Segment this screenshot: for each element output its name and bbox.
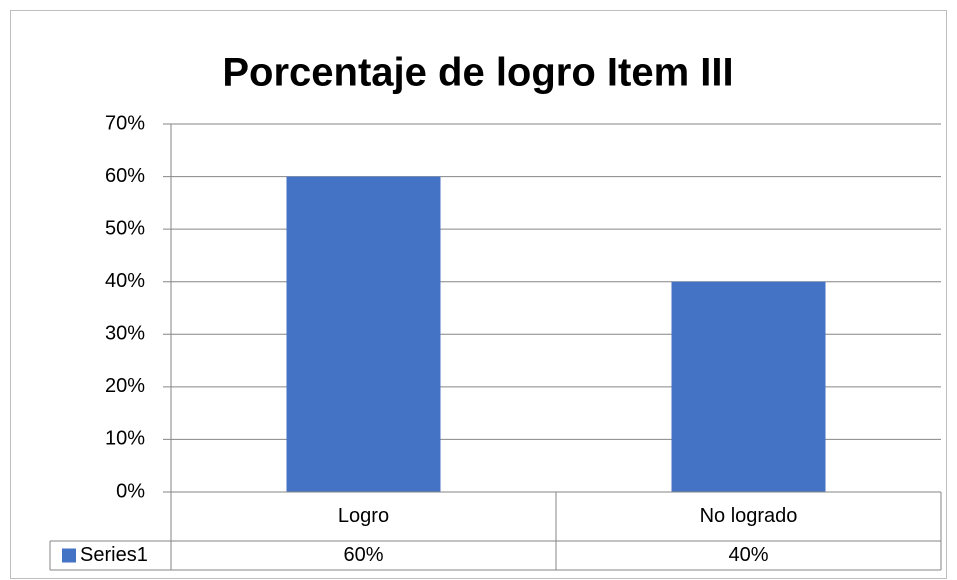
legend-label: Series1 [80, 544, 148, 566]
y-tick-label: 10% [105, 428, 145, 450]
legend-swatch [62, 548, 76, 563]
x-tick-label: Logro [338, 505, 389, 527]
chart-title: Porcentaje de logro Item III [222, 51, 733, 95]
y-tick-label: 40% [105, 270, 145, 292]
bar [671, 281, 826, 492]
y-tick-label: 50% [105, 217, 145, 239]
bar [286, 176, 441, 493]
y-tick-label: 60% [105, 165, 145, 187]
y-tick-label: 0% [116, 480, 145, 502]
y-tick-label: 20% [105, 375, 145, 397]
table-value: 60% [343, 544, 383, 566]
y-tick-label: 30% [105, 323, 145, 345]
y-tick-label: 70% [105, 112, 145, 134]
x-tick-label: No logrado [700, 505, 798, 527]
table-value: 40% [728, 544, 768, 566]
